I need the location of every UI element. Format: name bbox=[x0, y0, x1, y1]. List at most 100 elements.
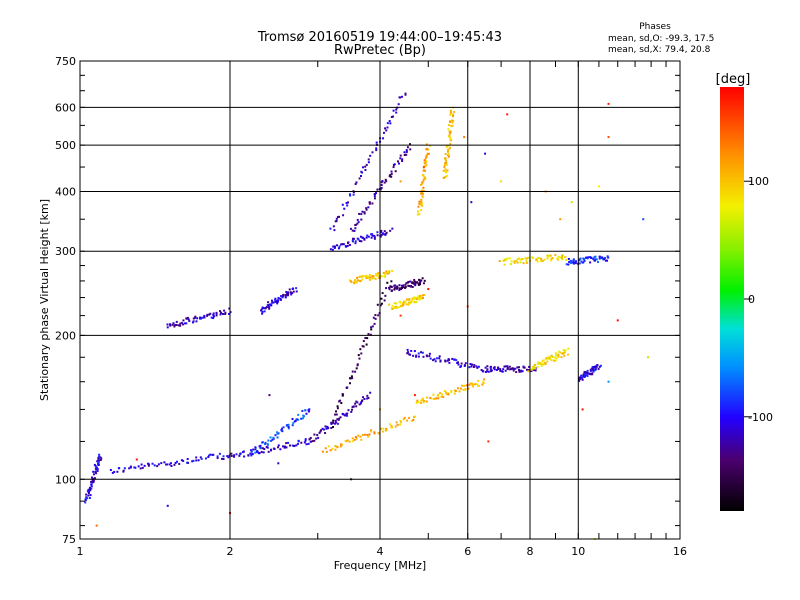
echo-point bbox=[371, 151, 374, 154]
echo-point bbox=[168, 463, 171, 466]
echo-point bbox=[380, 186, 383, 189]
echo-point bbox=[546, 254, 549, 257]
echo-point bbox=[332, 225, 335, 228]
echo-point bbox=[425, 143, 428, 146]
echo-point bbox=[571, 260, 574, 263]
echo-point bbox=[445, 161, 448, 164]
echo-point bbox=[590, 256, 593, 259]
echo-point bbox=[92, 473, 95, 476]
echo-point bbox=[405, 298, 408, 301]
echo-point bbox=[373, 197, 376, 200]
echo-point bbox=[276, 431, 279, 434]
echo-point bbox=[537, 362, 540, 365]
echo-point bbox=[384, 294, 387, 297]
echo-point bbox=[191, 321, 194, 324]
echo-point bbox=[355, 181, 358, 184]
echo-point bbox=[422, 174, 425, 177]
echo-point bbox=[338, 245, 341, 248]
echo-point bbox=[423, 161, 426, 164]
echo-point bbox=[361, 236, 364, 239]
echo-point bbox=[341, 203, 344, 206]
echo-point bbox=[194, 316, 197, 319]
echo-point bbox=[337, 247, 340, 250]
echo-point bbox=[550, 359, 553, 362]
echo-point bbox=[360, 401, 363, 404]
echo-point bbox=[560, 356, 563, 359]
echo-point bbox=[418, 279, 421, 282]
echo-point bbox=[354, 370, 357, 373]
echo-point bbox=[399, 305, 402, 308]
echo-point bbox=[371, 202, 374, 205]
echo-point bbox=[542, 359, 545, 362]
echo-point bbox=[415, 297, 418, 300]
echo-point bbox=[451, 357, 454, 360]
echo-point bbox=[292, 422, 295, 425]
echo-point bbox=[595, 364, 598, 367]
echo-point bbox=[342, 214, 345, 217]
echo-point bbox=[421, 181, 424, 184]
echo-point bbox=[286, 424, 289, 427]
echo-point bbox=[375, 141, 378, 144]
echo-point bbox=[398, 284, 401, 287]
echo-point bbox=[446, 359, 449, 362]
echo-point bbox=[373, 431, 376, 434]
echo-point bbox=[396, 160, 399, 163]
echo-point bbox=[365, 274, 368, 277]
echo-point bbox=[396, 285, 399, 288]
echo-point bbox=[382, 427, 385, 430]
echo-point bbox=[171, 323, 174, 326]
echo-point bbox=[489, 365, 492, 368]
echo-point bbox=[559, 256, 562, 259]
echo-point bbox=[95, 472, 98, 475]
echo-point bbox=[361, 166, 364, 169]
echo-point bbox=[372, 275, 375, 278]
echo-point bbox=[469, 362, 472, 365]
echo-point bbox=[277, 446, 280, 449]
echo-point bbox=[598, 365, 601, 368]
echo-point bbox=[166, 326, 169, 329]
echo-point bbox=[471, 363, 474, 366]
echo-point bbox=[508, 365, 511, 368]
echo-point bbox=[351, 440, 354, 443]
echo-point bbox=[354, 227, 357, 230]
echo-point bbox=[409, 148, 412, 151]
echo-point bbox=[568, 261, 571, 264]
echo-point bbox=[438, 357, 441, 360]
echo-point bbox=[404, 93, 407, 96]
echo-point bbox=[404, 300, 407, 303]
echo-point bbox=[591, 372, 594, 375]
echo-point bbox=[444, 170, 447, 173]
echo-point bbox=[410, 299, 413, 302]
echo-point bbox=[379, 427, 382, 430]
echo-point bbox=[427, 152, 430, 155]
echo-point bbox=[288, 444, 291, 447]
echo-point bbox=[355, 367, 358, 370]
echo-point bbox=[210, 316, 213, 319]
chart-subtitle: RwPretec (Bp) bbox=[334, 43, 426, 58]
echo-point bbox=[521, 370, 524, 373]
echo-point bbox=[93, 463, 96, 466]
echo-point bbox=[514, 367, 517, 370]
echo-point bbox=[133, 466, 136, 469]
echo-point bbox=[361, 345, 364, 348]
echo-point bbox=[445, 393, 448, 396]
echo-point bbox=[367, 277, 370, 280]
echo-point bbox=[428, 355, 431, 358]
echo-point bbox=[390, 175, 393, 178]
echo-point bbox=[227, 456, 230, 459]
echo-point bbox=[561, 254, 564, 257]
echo-point bbox=[582, 373, 585, 376]
echo-point bbox=[324, 432, 327, 435]
echo-point bbox=[336, 446, 339, 449]
echo-point bbox=[421, 397, 424, 400]
echo-point bbox=[396, 423, 399, 426]
echo-point bbox=[586, 369, 589, 372]
echo-point bbox=[485, 370, 488, 373]
echo-point bbox=[422, 401, 425, 404]
colorbar-tick-label: 100 bbox=[748, 175, 769, 188]
echo-point bbox=[370, 328, 373, 331]
echo-point bbox=[544, 361, 547, 364]
echo-point bbox=[172, 322, 175, 325]
echo-point bbox=[594, 255, 597, 258]
echo-point bbox=[216, 457, 219, 460]
